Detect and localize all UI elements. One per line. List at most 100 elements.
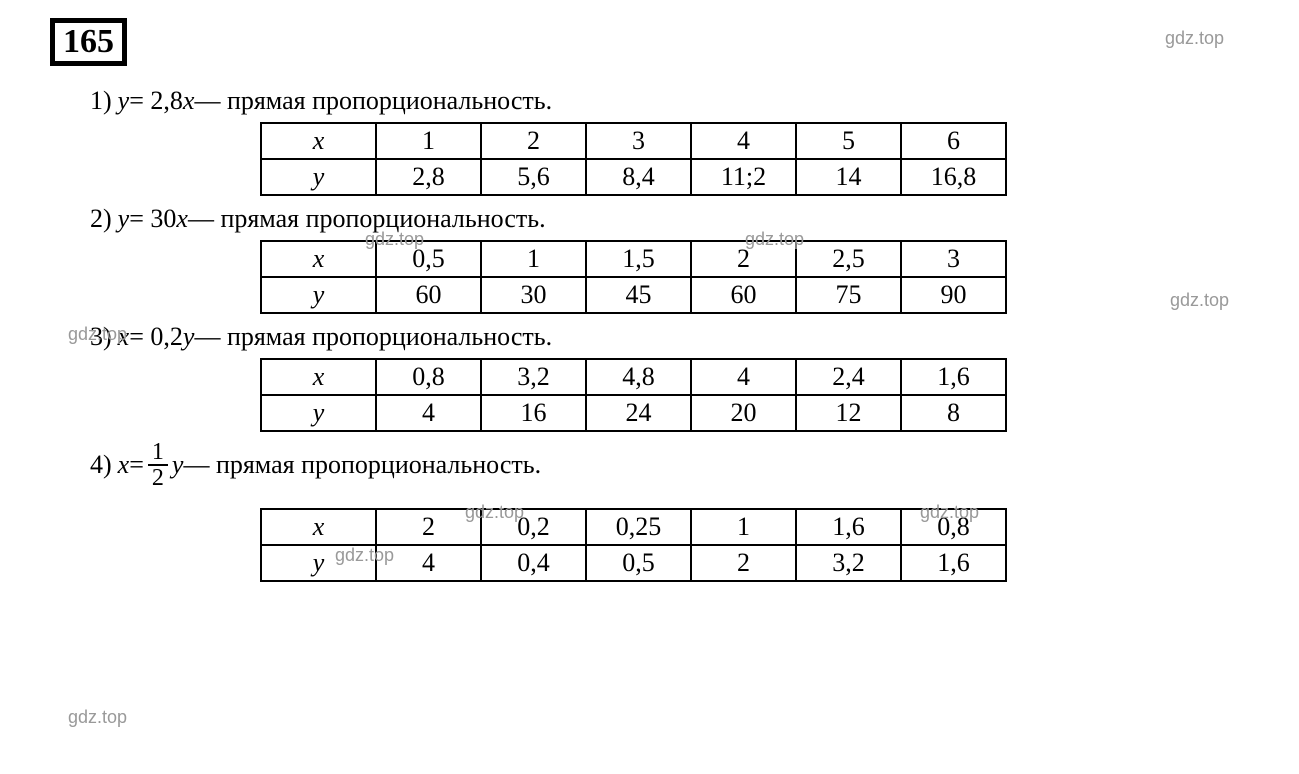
table-row: x 0,5 1 1,5 2 2,5 3 xyxy=(261,241,1006,277)
table-cell: 2 xyxy=(481,123,586,159)
table-cell: 45 xyxy=(586,277,691,313)
fraction-den: 2 xyxy=(148,466,168,490)
table-2: x 0,5 1 1,5 2 2,5 3 y 60 30 45 60 75 90 xyxy=(260,240,1007,314)
content-area: 1) y = 2,8 x — прямая пропорциональность… xyxy=(90,86,1249,582)
item-4-eq: = xyxy=(129,450,144,480)
item-1-num: 1) xyxy=(90,86,112,116)
table-cell: 30 xyxy=(481,277,586,313)
table-cell: 0,5 xyxy=(376,241,481,277)
item-3-lhs: x xyxy=(118,322,130,352)
table-cell: 24 xyxy=(586,395,691,431)
table-cell: 1,6 xyxy=(901,359,1006,395)
table-cell: 1,6 xyxy=(901,545,1006,581)
watermark-text: gdz.top xyxy=(1165,28,1224,49)
table-4-row2-header: y xyxy=(261,545,376,581)
item-2-text: 2) y = 30 x — прямая пропорциональность. xyxy=(90,204,1249,234)
table-cell: 2,8 xyxy=(376,159,481,195)
table-cell: 0,8 xyxy=(901,509,1006,545)
table-3-row1-header: x xyxy=(261,359,376,395)
fraction-num: 1 xyxy=(148,440,168,466)
table-cell: 75 xyxy=(796,277,901,313)
item-4-fraction: 1 2 xyxy=(148,440,168,490)
table-1: x 1 2 3 4 5 6 y 2,8 5,6 8,4 11;2 14 16,8 xyxy=(260,122,1007,196)
item-2: 2) y = 30 x — прямая пропорциональность.… xyxy=(90,204,1249,314)
item-1-eq: = 2,8 xyxy=(129,86,183,116)
table-row: y 60 30 45 60 75 90 xyxy=(261,277,1006,313)
item-4-text: 4) x = 1 2 y — прямая пропорциональность… xyxy=(90,440,1249,490)
table-cell: 0,8 xyxy=(376,359,481,395)
table-cell: 1 xyxy=(481,241,586,277)
item-3-rhs: y xyxy=(183,322,195,352)
watermark-text: gdz.top xyxy=(68,707,127,728)
table-cell: 1,6 xyxy=(796,509,901,545)
table-cell: 8 xyxy=(901,395,1006,431)
table-3: x 0,8 3,2 4,8 4 2,4 1,6 y 4 16 24 20 12 … xyxy=(260,358,1007,432)
table-cell: 0,5 xyxy=(586,545,691,581)
table-cell: 5 xyxy=(796,123,901,159)
table-cell: 2,5 xyxy=(796,241,901,277)
table-row: y 4 16 24 20 12 8 xyxy=(261,395,1006,431)
table-cell: 2,4 xyxy=(796,359,901,395)
table-cell: 90 xyxy=(901,277,1006,313)
table-3-row2-header: y xyxy=(261,395,376,431)
table-cell: 3,2 xyxy=(796,545,901,581)
table-cell: 8,4 xyxy=(586,159,691,195)
table-cell: 0,4 xyxy=(481,545,586,581)
item-4: 4) x = 1 2 y — прямая пропорциональность… xyxy=(90,440,1249,582)
table-cell: 2 xyxy=(691,545,796,581)
table-cell: 0,2 xyxy=(481,509,586,545)
table-4-row1-header: x xyxy=(261,509,376,545)
table-cell: 2 xyxy=(691,241,796,277)
table-cell: 3 xyxy=(586,123,691,159)
item-1: 1) y = 2,8 x — прямая пропорциональность… xyxy=(90,86,1249,196)
table-row: x 2 0,2 0,25 1 1,6 0,8 xyxy=(261,509,1006,545)
table-cell: 1,5 xyxy=(586,241,691,277)
table-cell: 4,8 xyxy=(586,359,691,395)
table-cell: 2 xyxy=(376,509,481,545)
item-4-num: 4) xyxy=(90,450,112,480)
table-cell: 16 xyxy=(481,395,586,431)
item-1-rhs: x xyxy=(183,86,195,116)
item-2-desc: — прямая пропорциональность. xyxy=(188,204,546,234)
table-2-row2-header: y xyxy=(261,277,376,313)
table-cell: 4 xyxy=(376,395,481,431)
table-2-row1-header: x xyxy=(261,241,376,277)
table-row: y 2,8 5,6 8,4 11;2 14 16,8 xyxy=(261,159,1006,195)
table-4: x 2 0,2 0,25 1 1,6 0,8 y 4 0,4 0,5 2 3,2… xyxy=(260,508,1007,582)
problem-number: 165 xyxy=(50,18,127,66)
item-3-desc: — прямая пропорциональность. xyxy=(194,322,552,352)
table-cell: 20 xyxy=(691,395,796,431)
item-2-lhs: y xyxy=(118,204,130,234)
table-cell: 11;2 xyxy=(691,159,796,195)
table-cell: 14 xyxy=(796,159,901,195)
table-row: y 4 0,4 0,5 2 3,2 1,6 xyxy=(261,545,1006,581)
item-1-lhs: y xyxy=(118,86,130,116)
table-cell: 16,8 xyxy=(901,159,1006,195)
item-4-desc: — прямая пропорциональность. xyxy=(183,450,541,480)
table-1-row1-header: x xyxy=(261,123,376,159)
table-cell: 4 xyxy=(376,545,481,581)
item-3-eq: = 0,2 xyxy=(129,322,183,352)
table-cell: 1 xyxy=(376,123,481,159)
table-cell: 60 xyxy=(691,277,796,313)
item-1-desc: — прямая пропорциональность. xyxy=(194,86,552,116)
table-cell: 5,6 xyxy=(481,159,586,195)
table-cell: 4 xyxy=(691,359,796,395)
table-cell: 6 xyxy=(901,123,1006,159)
item-1-text: 1) y = 2,8 x — прямая пропорциональность… xyxy=(90,86,1249,116)
item-3-text: 3) x = 0,2 y — прямая пропорциональность… xyxy=(90,322,1249,352)
table-1-row2-header: y xyxy=(261,159,376,195)
table-cell: 4 xyxy=(691,123,796,159)
item-2-rhs: x xyxy=(176,204,188,234)
table-cell: 3,2 xyxy=(481,359,586,395)
table-row: x 0,8 3,2 4,8 4 2,4 1,6 xyxy=(261,359,1006,395)
item-2-num: 2) xyxy=(90,204,112,234)
item-2-eq: = 30 xyxy=(129,204,176,234)
item-4-rhs: y xyxy=(172,450,184,480)
table-cell: 3 xyxy=(901,241,1006,277)
table-row: x 1 2 3 4 5 6 xyxy=(261,123,1006,159)
item-3-num: 3) xyxy=(90,322,112,352)
table-cell: 12 xyxy=(796,395,901,431)
item-3: 3) x = 0,2 y — прямая пропорциональность… xyxy=(90,322,1249,432)
item-4-lhs: x xyxy=(118,450,130,480)
